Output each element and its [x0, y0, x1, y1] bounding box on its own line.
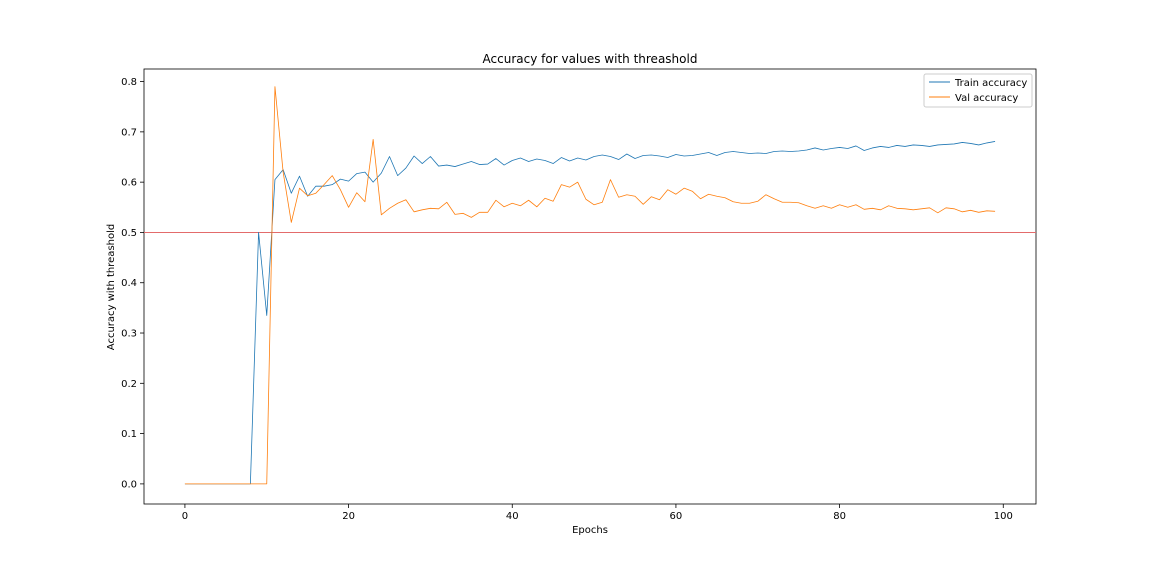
series-layer [184, 86, 996, 485]
series-line-train-accuracy [184, 141, 996, 485]
x-axis: 0 20 40 60 80 100 [182, 504, 1013, 522]
y-tick-label: 0.3 [121, 329, 137, 340]
series-line-val-accuracy [184, 86, 996, 485]
x-axis-label: Epochs [572, 525, 608, 536]
y-tick-label: 0.2 [121, 379, 137, 390]
y-tick-label: 0.5 [121, 228, 137, 239]
x-tick-label: 60 [670, 511, 683, 522]
y-tick-label: 0.0 [121, 479, 137, 490]
y-tick-label: 0.8 [121, 77, 137, 88]
plot-frame [143, 68, 1037, 505]
x-tick-label: 20 [342, 511, 355, 522]
chart-title: Accuracy for values with threashold [483, 52, 698, 66]
x-tick-label: 40 [506, 511, 519, 522]
y-tick-label: 0.4 [121, 278, 137, 289]
x-tick-label: 80 [833, 511, 846, 522]
y-tick-label: 0.7 [121, 127, 137, 138]
x-tick-label: 100 [994, 511, 1013, 522]
legend-label-train-accuracy: Train accuracy [954, 78, 1027, 89]
x-tick-label: 0 [182, 511, 188, 522]
legend-label-val-accuracy: Val accuracy [955, 93, 1018, 104]
y-axis: 0.0 0.1 0.2 0.3 0.4 0.5 0.6 0.7 0.8 [121, 77, 144, 490]
y-tick-label: 0.6 [121, 178, 137, 189]
plot-area [143, 68, 1037, 505]
y-axis-label: Accuracy with threashold [106, 224, 117, 350]
y-tick-label: 0.1 [121, 429, 137, 440]
legend: Train accuracy Val accuracy [923, 73, 1033, 108]
legend-box [923, 73, 1033, 108]
